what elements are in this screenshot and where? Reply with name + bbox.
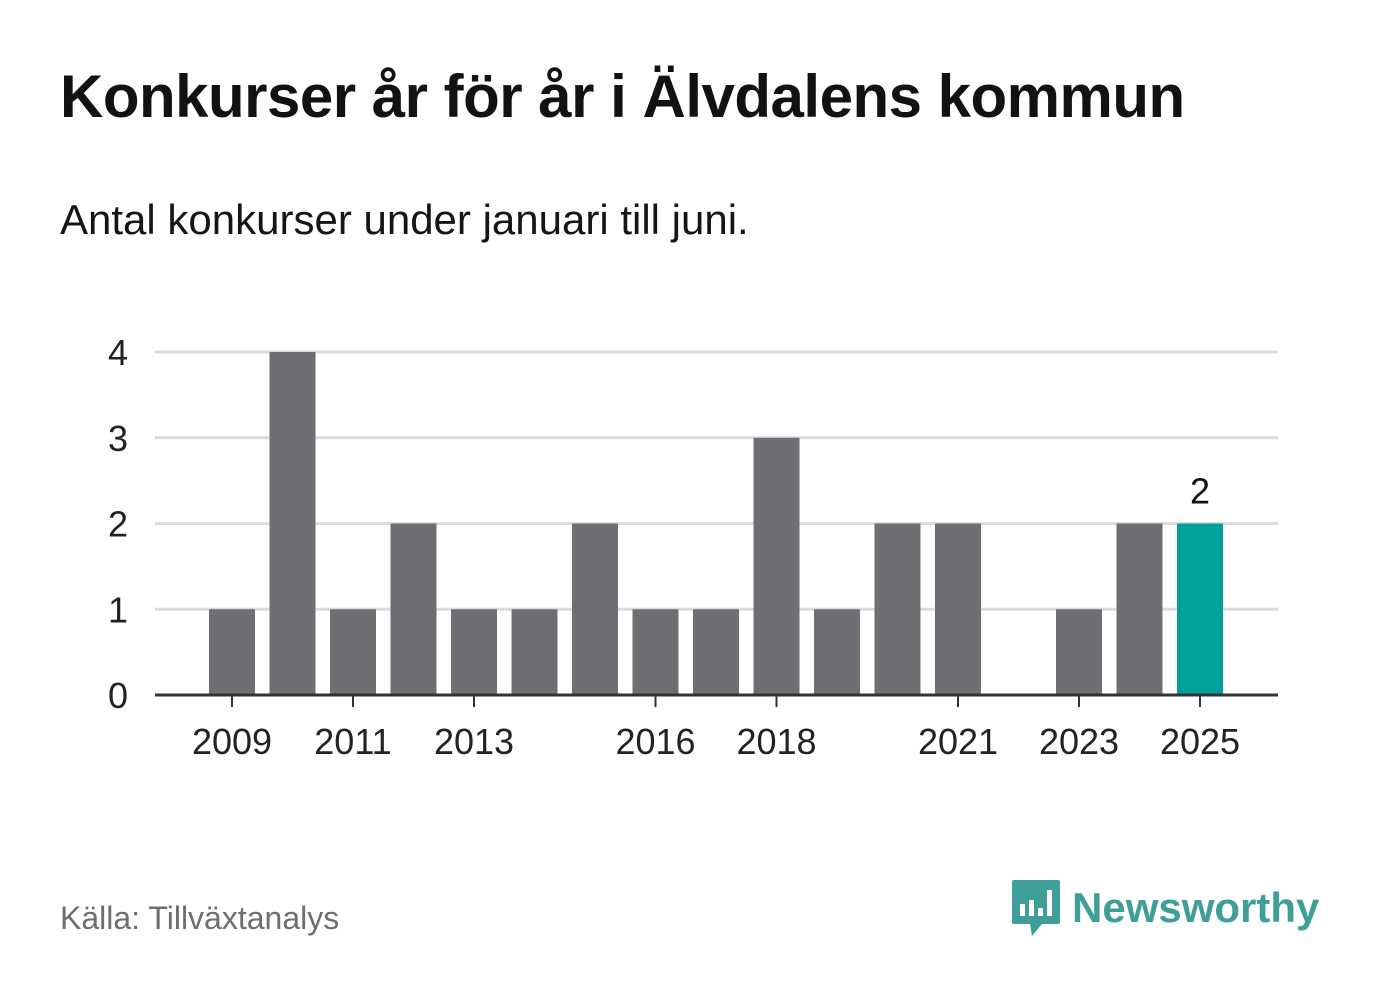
y-tick-label: 0 <box>108 675 128 716</box>
x-tick-label: 2018 <box>736 721 816 762</box>
newsworthy-logo-icon <box>1012 880 1060 936</box>
bar-2023 <box>1056 609 1102 695</box>
bar-2013 <box>451 609 497 695</box>
y-tick-label: 1 <box>108 589 128 630</box>
bar-2015 <box>572 523 618 695</box>
chart-subtitle: Antal konkurser under januari till juni. <box>60 196 749 243</box>
y-tick-label: 2 <box>108 504 128 545</box>
x-tick-label: 2021 <box>918 721 998 762</box>
bar-2024 <box>1116 523 1163 695</box>
bar-2020 <box>874 523 921 695</box>
x-tick-label: 2025 <box>1160 721 1240 762</box>
data-label-2025: 2 <box>1190 471 1210 512</box>
bar-2011 <box>330 609 376 695</box>
bar-2009 <box>209 609 255 695</box>
brand-name: Newsworthy <box>1072 884 1320 931</box>
bar-2014 <box>511 609 558 695</box>
bar-2012 <box>390 523 437 695</box>
bar-2018 <box>753 437 800 695</box>
bar-2019 <box>814 609 860 695</box>
source-note: Källa: Tillväxtanalys <box>60 900 340 936</box>
gridlines <box>155 350 1278 611</box>
x-tick-label: 2009 <box>192 721 272 762</box>
y-tick-label: 3 <box>108 418 128 459</box>
bars <box>209 352 1223 695</box>
brand-logo: Newsworthy <box>1010 878 1319 938</box>
chart-title: Konkurser år för år i Älvdalens kommun <box>60 63 1185 130</box>
data-labels: 2 <box>1190 471 1210 512</box>
x-axis-ticks: 2009 2011 2013 2016 2018 2021 2023 2025 <box>192 695 1240 762</box>
bar-2017 <box>693 609 739 695</box>
x-tick-label: 2013 <box>434 721 514 762</box>
x-tick-label: 2016 <box>615 721 695 762</box>
bar-2025 <box>1177 523 1223 695</box>
x-tick-label: 2023 <box>1039 721 1119 762</box>
bar-2010 <box>269 352 316 695</box>
bar-2016 <box>632 609 679 695</box>
y-axis-ticks: 0 1 2 3 4 <box>108 332 128 716</box>
bar-2021 <box>935 523 981 695</box>
x-tick-label: 2011 <box>314 721 391 762</box>
y-tick-label: 4 <box>108 332 128 373</box>
